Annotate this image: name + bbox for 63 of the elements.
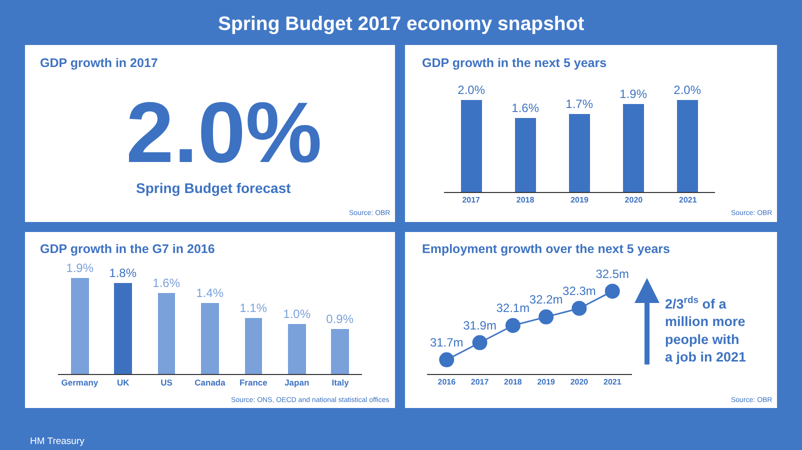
x-tick-label: 2016 [438,378,456,387]
point [439,352,454,368]
bar [461,100,482,192]
data-label: 1.1% [240,301,268,315]
data-label: 32.2m [529,292,563,307]
bar [114,283,132,374]
point [604,284,620,299]
bar [623,104,644,192]
data-label: 0.9% [326,312,354,326]
text: HM Treasury [30,436,85,447]
x-tick-label: UK [117,377,130,388]
text: Spring Budget forecast [136,180,292,196]
data-label: 1.9% [66,261,94,275]
point [472,335,488,350]
x-tick-label: 2021 [679,196,698,205]
bar [158,293,175,374]
x-tick-label: 2020 [624,196,644,205]
data-label: 32.3m [562,284,596,298]
point [505,318,520,333]
data-label: 1.7% [566,97,594,111]
bar [677,100,698,192]
data-label: 2.0% [674,83,702,97]
bar [201,303,219,374]
text: Spring Budget 2017 economy snapshot [218,13,585,35]
bar [245,318,262,374]
x-tick-label: 2021 [603,378,622,387]
text: 2.0% [126,85,322,181]
bar [331,329,349,374]
x-tick-label: Germany [61,377,98,388]
x-tick-label: 2018 [516,196,535,205]
chart-title: GDP growth in the G7 in 2016 [40,242,215,256]
x-tick-label: 2019 [570,196,589,205]
data-label: 1.6% [512,101,540,115]
data-label: 2.0% [458,83,486,97]
x-tick-label: Japan [284,377,310,388]
data-label: 1.0% [283,307,311,321]
data-label: 1.4% [196,286,224,300]
bar [569,114,590,192]
data-label: 31.7m [430,335,464,350]
x-tick-label: 2017 [462,196,481,205]
x-tick-label: France [239,377,268,388]
data-label: 1.9% [620,87,648,101]
point [572,300,587,316]
x-tick-label: 2018 [504,378,522,387]
data-label: 32.1m [496,301,530,316]
x-tick-label: 2017 [470,378,490,387]
data-label: 31.9m [463,318,496,332]
x-tick-label: 2020 [570,378,589,387]
bar [71,278,89,374]
chart-title: GDP growth in the next 5 years [422,56,607,70]
data-label: 1.8% [109,266,137,280]
chart-title: Employment growth over the next 5 years [422,242,670,256]
data-label: 32.5m [596,266,630,281]
x-tick-label: 2019 [537,378,556,387]
bar [515,118,536,192]
text: GDP growth in 2017 [40,56,158,70]
x-tick-label: Canada [194,377,226,388]
x-tick-label: Italy [332,377,350,388]
x-tick-label: US [160,377,173,388]
point [538,309,554,324]
data-label: 1.6% [152,276,180,290]
text: 2/3$^{rds}$ of a million more people with a job in 2021 [665,295,747,364]
bar [288,324,306,374]
